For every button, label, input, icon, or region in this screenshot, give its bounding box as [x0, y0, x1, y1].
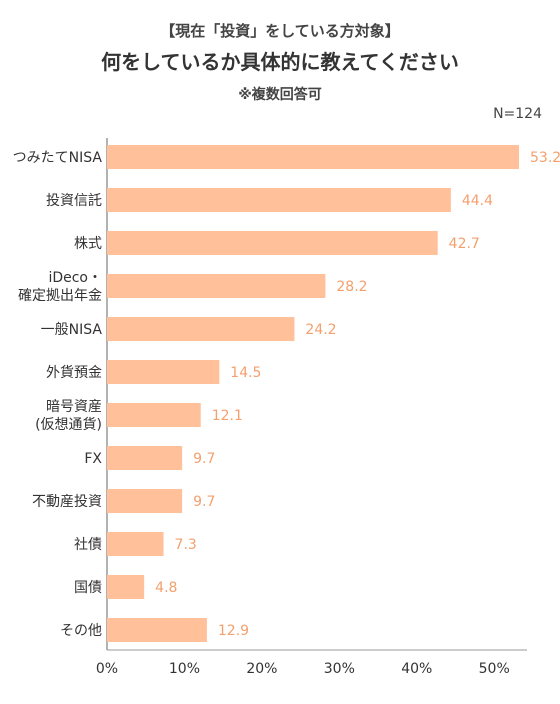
- category-label: 一般NISA: [41, 322, 103, 338]
- value-label: 9.7: [193, 451, 215, 467]
- value-label: 24.2: [305, 322, 336, 338]
- bar: [107, 360, 220, 384]
- category-label: 不動産投資: [32, 494, 102, 510]
- value-label: 7.3: [175, 537, 197, 553]
- value-label: 9.7: [193, 494, 215, 510]
- bar: [107, 575, 145, 599]
- bar: [107, 403, 201, 427]
- value-label: 28.2: [336, 279, 367, 295]
- chart-note: ※複数回答可: [238, 87, 322, 103]
- category-label: (仮想通貨): [35, 416, 102, 433]
- x-tick-label: 50%: [479, 661, 510, 677]
- bar: [107, 274, 326, 298]
- value-label: 42.7: [449, 236, 480, 252]
- category-label: iDeco・: [48, 270, 102, 286]
- category-label: 確定拠出年金: [18, 288, 102, 304]
- category-label: 投資信託: [46, 193, 102, 209]
- value-label: 44.4: [462, 193, 493, 209]
- bar: [107, 188, 451, 212]
- sample-size-label: N=124: [493, 106, 542, 122]
- bar: [107, 446, 183, 470]
- category-label: 外貨預金: [46, 364, 102, 381]
- category-label: その他: [60, 623, 102, 639]
- category-label: FX: [84, 451, 102, 467]
- category-label: 社債: [74, 537, 102, 553]
- bar: [107, 317, 295, 341]
- x-tick-label: 20%: [246, 661, 277, 677]
- category-label: 国債: [74, 580, 102, 596]
- category-label: 株式: [74, 236, 102, 252]
- bar: [107, 231, 438, 255]
- bar: [107, 145, 519, 169]
- value-label: 12.1: [212, 408, 243, 424]
- x-tick-label: 10%: [169, 661, 200, 677]
- bar: [107, 532, 164, 556]
- value-label: 14.5: [230, 365, 261, 381]
- chart-subtitle: 【現在「投資」をしている方対象】: [160, 22, 400, 40]
- value-label: 4.8: [155, 580, 177, 596]
- category-label: 暗号資産: [46, 399, 102, 415]
- value-label: 12.9: [218, 623, 249, 639]
- chart-title: 何をしているか具体的に教えてください: [101, 50, 459, 74]
- value-label: 53.2: [530, 150, 560, 166]
- bar: [107, 489, 183, 513]
- x-tick-label: 0%: [96, 661, 118, 677]
- bar: [107, 618, 207, 642]
- x-tick-label: 40%: [401, 661, 432, 677]
- x-tick-label: 30%: [324, 661, 355, 677]
- category-label: つみたてNISA: [13, 150, 103, 166]
